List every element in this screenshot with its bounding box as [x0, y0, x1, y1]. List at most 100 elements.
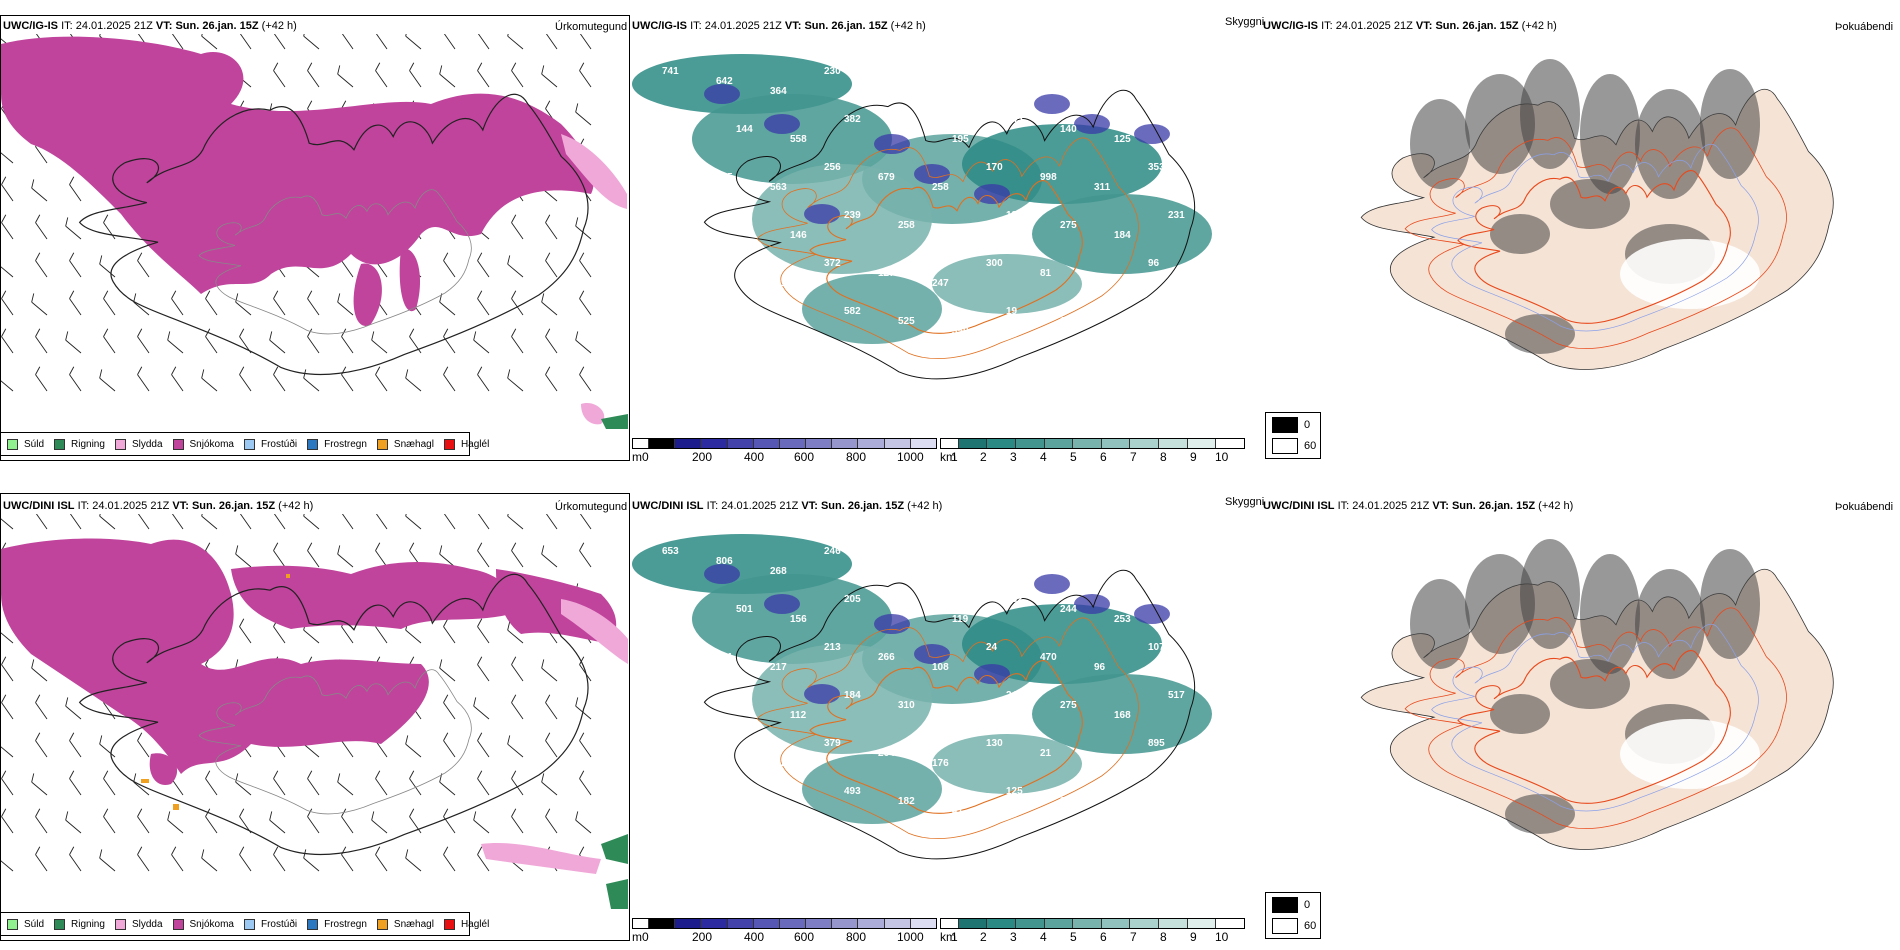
- wind-barb: [239, 366, 252, 392]
- wind-barb: [1, 694, 14, 720]
- legend-label: Snjókoma: [189, 438, 234, 450]
- ceiling-label: 108: [932, 662, 949, 673]
- ceiling-label: 140: [1060, 124, 1077, 135]
- fog-zone: [1700, 69, 1760, 179]
- legend-swatch: [7, 918, 18, 930]
- wind-barb: [1, 857, 14, 872]
- wind-barb: [477, 34, 490, 50]
- legend-swatch: [243, 438, 255, 450]
- legend-item: Frostúði: [243, 918, 297, 930]
- wind-barb: [65, 811, 82, 834]
- wind-barb: [545, 732, 558, 758]
- wind-barb: [375, 846, 388, 872]
- fog-index-map: [1360, 539, 1834, 850]
- wind-barb: [205, 290, 218, 316]
- vt-label: VT:: [801, 500, 818, 512]
- ceiling-colorbar: m 0 200 400 600 800 1000: [632, 916, 937, 944]
- ceiling-label: 205: [1094, 758, 1111, 769]
- wind-barb: [443, 252, 456, 278]
- fog-legend: 0 60: [1265, 412, 1321, 459]
- wind-barb: [35, 732, 48, 758]
- wind-barb: [575, 103, 592, 126]
- ceiling-label: 264: [878, 748, 895, 759]
- colorbar-tick: 6: [1100, 450, 1107, 464]
- colorbar-tick: 9: [1190, 450, 1197, 464]
- ceiling-label: 178: [878, 76, 895, 87]
- ceiling-label: 470: [1040, 652, 1057, 663]
- ceiling-label: 22: [682, 594, 694, 605]
- ceiling-label: 310: [898, 700, 915, 711]
- ceiling-label: 459: [716, 748, 733, 759]
- precip-type-map: [1, 514, 628, 909]
- wind-barb: [205, 328, 218, 354]
- wind-barb: [269, 331, 286, 354]
- wind-barb: [35, 514, 48, 530]
- colorbar-cell: [753, 919, 780, 928]
- colorbar-tick: 5: [1070, 930, 1077, 944]
- wind-barb: [1, 176, 14, 202]
- colorbar-cell: [1015, 919, 1045, 928]
- river-network: [1431, 624, 1759, 812]
- wind-barb: [65, 697, 82, 720]
- wind-barb: [405, 514, 422, 530]
- wind-barb: [307, 290, 320, 316]
- ceiling-label: 258: [932, 182, 949, 193]
- panel-title: Þokuábendi: [1835, 21, 1894, 33]
- precip-type-map: [1, 34, 628, 429]
- legend-label: Rigning: [71, 918, 105, 930]
- fog-index-map: [1360, 59, 1834, 370]
- wind-barb: [99, 735, 116, 758]
- iceland-outline: [78, 93, 589, 376]
- wind-barb: [239, 618, 252, 644]
- wind-barb: [1, 263, 14, 278]
- wind-barb: [35, 846, 48, 872]
- colorbar-cell: [958, 919, 988, 928]
- fog-legend-label: 0: [1304, 899, 1311, 911]
- wind-barb: [69, 732, 82, 758]
- wind-barb: [341, 34, 354, 50]
- wind-barb: [443, 328, 456, 354]
- wind-barb: [405, 849, 422, 872]
- sleet-areas: [561, 134, 627, 425]
- legend-label: Súld: [24, 918, 45, 930]
- wind-barb: [99, 369, 116, 392]
- visibility-zone: [932, 734, 1082, 794]
- wind-barb: [541, 293, 558, 316]
- legend-swatch: [376, 918, 388, 930]
- colorbar-cell: [649, 439, 676, 448]
- ceiling-label: 168: [1114, 710, 1131, 721]
- visibility-zone: [802, 754, 942, 824]
- coastline: [703, 569, 1196, 860]
- wind-barb: [171, 290, 184, 316]
- road-network: [1457, 170, 1731, 324]
- fog-legend: 0 60: [1265, 892, 1321, 939]
- fog-zone: [1410, 99, 1470, 189]
- ceiling-label: 182: [898, 796, 915, 807]
- colorbar-tick: 4: [1040, 450, 1047, 464]
- fog-legend-label: 60: [1304, 440, 1317, 452]
- ceiling-label: 745: [1168, 594, 1185, 605]
- vt-label: VT:: [172, 500, 189, 512]
- wind-barb: [511, 328, 524, 354]
- ceiling-label: 359: [952, 326, 969, 337]
- legend-label: Snæhagl: [393, 918, 434, 930]
- river-network: [1431, 144, 1759, 332]
- wind-barb: [273, 542, 286, 568]
- ceiling-label: 156: [790, 614, 807, 625]
- legend-label: Slydda: [131, 438, 163, 450]
- legend-swatch: [243, 918, 255, 930]
- wind-barb: [409, 62, 422, 88]
- wind-barb: [579, 252, 592, 278]
- wind-barb: [137, 366, 150, 392]
- wind-barb: [545, 34, 558, 50]
- wind-barb: [65, 331, 82, 354]
- lead-time: (+42 h): [1538, 500, 1574, 512]
- ceiling-label: 132: [1148, 66, 1165, 77]
- colorbar-cell: [806, 919, 833, 928]
- visibility-zone: [752, 644, 932, 754]
- wind-barb: [371, 811, 388, 834]
- wind-barb: [69, 252, 82, 278]
- colorbar-cell: [987, 919, 1016, 928]
- ceiling-label: 287: [898, 124, 915, 135]
- ceiling-label: 321: [1040, 76, 1057, 87]
